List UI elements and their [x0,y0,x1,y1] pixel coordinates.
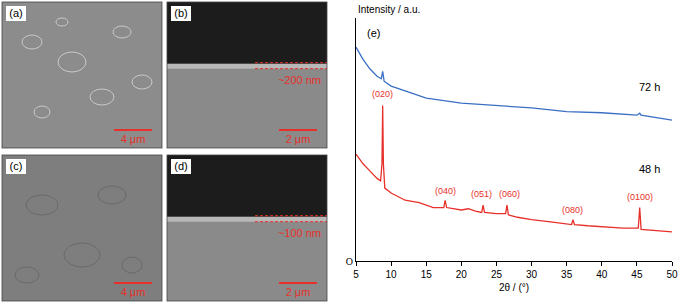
svg-text:2 μm: 2 μm [286,133,311,145]
svg-text:48 h: 48 h [639,163,660,175]
svg-text:(0100): (0100) [627,192,653,202]
svg-text:40: 40 [596,269,608,280]
svg-text:(040): (040) [435,186,456,196]
svg-text:20: 20 [456,269,468,280]
svg-text:25: 25 [491,269,503,280]
svg-text:4 μm: 4 μm [121,286,146,298]
svg-text:(b): (b) [174,7,187,19]
svg-text:(051): (051) [471,189,492,199]
svg-text:~100 nm: ~100 nm [278,227,321,239]
svg-text:10: 10 [386,269,398,280]
svg-text:30: 30 [526,269,538,280]
svg-text:(a): (a) [9,7,22,19]
svg-text:(c): (c) [10,160,23,172]
svg-text:O: O [346,256,353,267]
svg-text:35: 35 [561,269,573,280]
svg-text:4 μm: 4 μm [121,133,146,145]
svg-text:(060): (060) [499,189,520,199]
svg-text:2θ / (°): 2θ / (°) [499,282,529,293]
svg-text:50: 50 [666,269,678,280]
svg-text:72 h: 72 h [639,81,660,93]
svg-text:5: 5 [353,269,359,280]
svg-text:15: 15 [421,269,433,280]
svg-text:~200 nm: ~200 nm [278,74,321,86]
svg-text:Intensity / a.u.: Intensity / a.u. [358,4,420,15]
svg-text:45: 45 [631,269,643,280]
svg-text:(080): (080) [562,205,583,215]
svg-text:(e): (e) [367,27,380,39]
svg-text:(020): (020) [372,89,393,99]
svg-text:2 μm: 2 μm [286,286,311,298]
svg-text:(d): (d) [174,160,187,172]
